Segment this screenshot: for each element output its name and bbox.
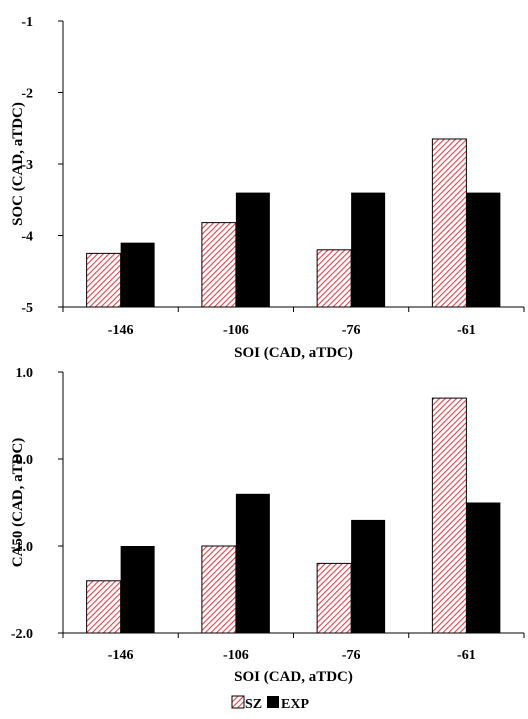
y-axis-label: CA50 (CAD, aTDC): [10, 438, 26, 568]
bar-sz--106: [201, 545, 237, 634]
bar-exp--146: [120, 546, 155, 633]
bar-sz--146: [86, 252, 122, 308]
bar-exp--106: [235, 493, 270, 633]
x-tick-label: -106: [223, 323, 249, 338]
y-tick-label: -3: [21, 158, 33, 173]
y-tick-label: -4: [21, 230, 33, 245]
bar-exp--61: [466, 502, 501, 633]
y-tick-label: -1: [21, 15, 33, 30]
bar-exp--76: [351, 519, 386, 633]
x-tick-label: -106: [223, 648, 249, 663]
bar-exp--106: [235, 192, 270, 307]
x-axis-label: SOI (CAD, aTDC): [234, 669, 353, 685]
x-tick-label: -146: [108, 323, 134, 338]
x-axis-label: SOI (CAD, aTDC): [234, 345, 353, 361]
x-tick-label: -146: [108, 648, 134, 663]
bar-exp--76: [351, 192, 386, 307]
legend-label-sz: SZ: [245, 697, 262, 712]
legend-swatch-sz: [231, 695, 245, 709]
legend: SZ EXP: [231, 695, 309, 712]
bar-sz--76: [316, 562, 352, 634]
y-tick-label: -1.0: [11, 540, 33, 555]
x-tick-label: -76: [342, 323, 361, 338]
x-tick-label: -61: [457, 323, 476, 338]
legend-swatch-exp: [267, 696, 279, 708]
y-tick-label: -5: [21, 301, 33, 316]
y-tick-label: -2: [21, 87, 33, 102]
y-tick-label: -2.0: [11, 627, 33, 642]
bar-sz--106: [201, 222, 237, 308]
y-axis-label: SOC (CAD, aTDC): [10, 102, 26, 226]
y-tick-label: 1.0: [16, 366, 34, 381]
bar-sz--76: [316, 249, 352, 308]
x-tick-label: -76: [342, 648, 361, 663]
chart-2: -146 -106 -76 -61 1.0 0.0 -1.0 -2.0 SOI (CAD, aT…: [10, 366, 525, 685]
bar-sz--146: [86, 580, 122, 634]
bar-sz--61: [431, 138, 467, 308]
legend-label-exp: EXP: [281, 697, 309, 712]
bar-sz--61: [431, 397, 467, 634]
x-tick-label: -61: [457, 648, 476, 663]
chart-1: -146 -106 -76 -61 -1 -2 -3 -4 -5 SOI (CAD, aTDC) S…: [10, 15, 525, 361]
bar-exp--61: [466, 192, 501, 307]
bar-exp--146: [120, 242, 155, 307]
y-tick-label: 0.0: [16, 453, 34, 468]
